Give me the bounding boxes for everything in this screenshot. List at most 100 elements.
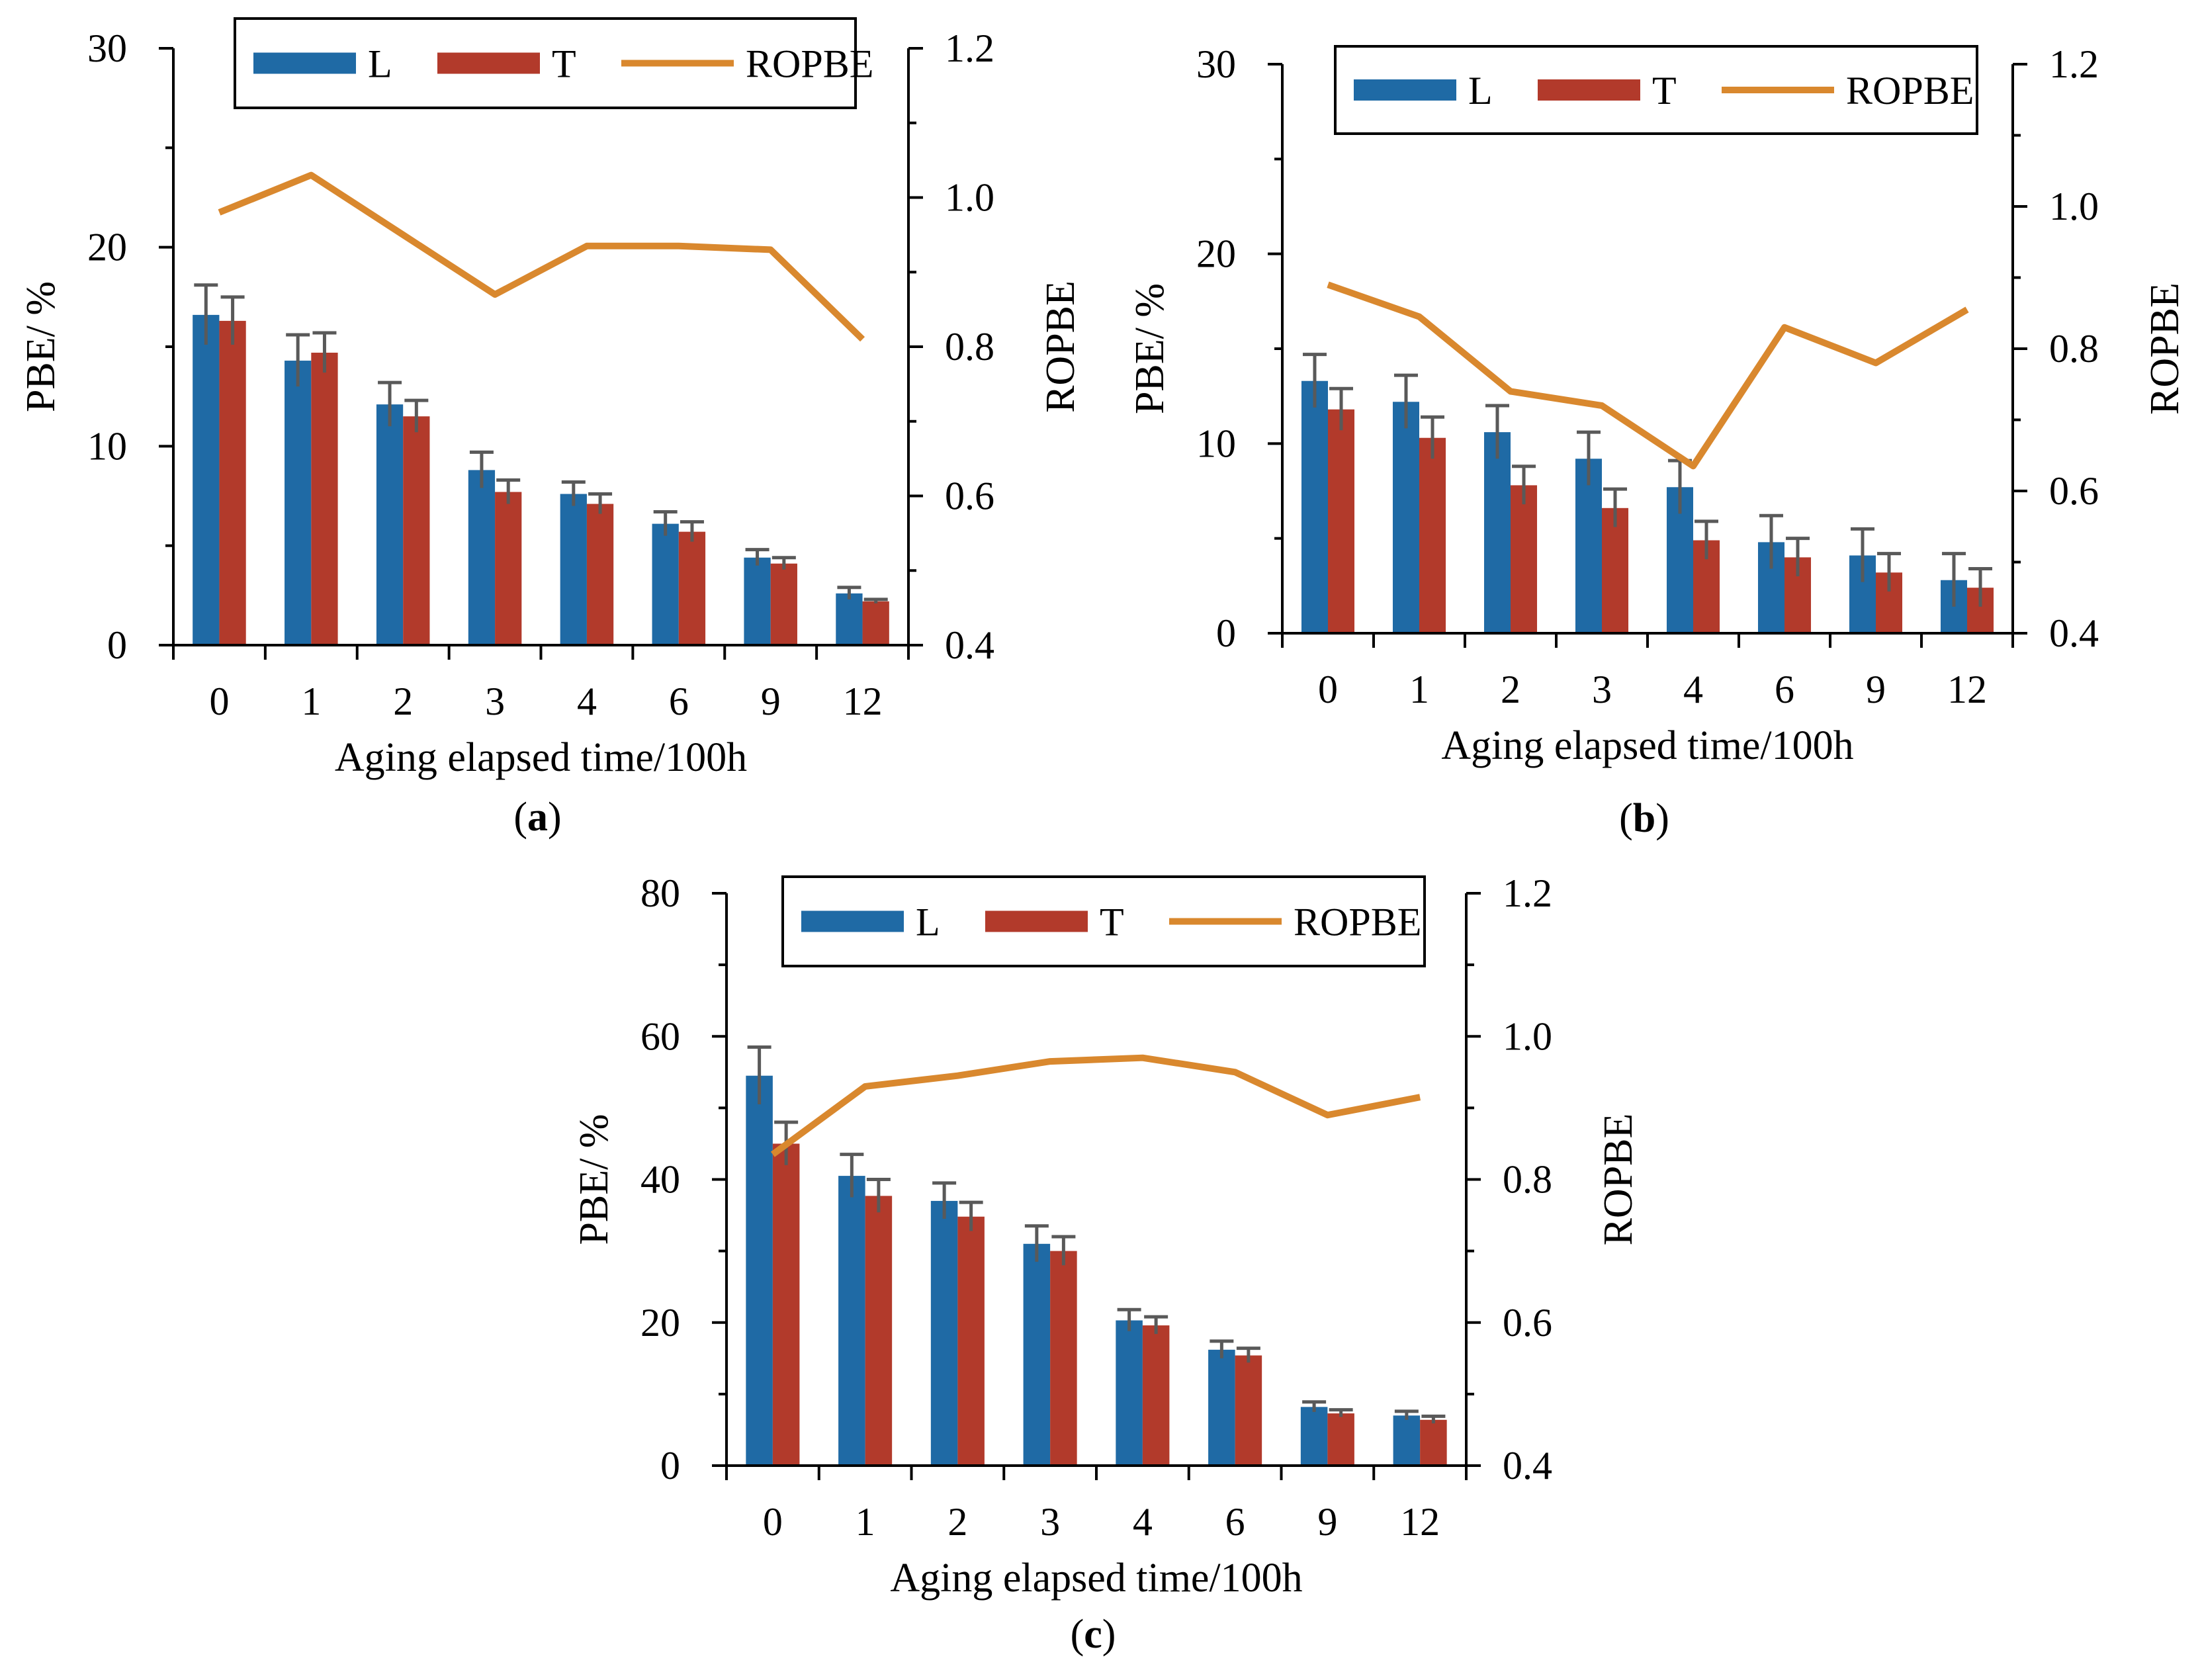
y-left-tick-label: 80 <box>640 871 680 915</box>
y-left-tick-label: 0 <box>107 623 127 667</box>
bar-L-12 <box>836 593 863 645</box>
legend-label-T: T <box>552 42 576 86</box>
bar-T-12 <box>1420 1419 1447 1466</box>
y-left-tick-label: 10 <box>1196 421 1236 465</box>
x-tick-label: 1 <box>856 1500 875 1544</box>
y-left-title: PBE/ % <box>19 281 64 412</box>
y-left-tick-label: 20 <box>87 226 127 269</box>
x-tick-label: 3 <box>485 680 505 723</box>
x-tick-label: 12 <box>1400 1500 1440 1544</box>
bar-L-1 <box>838 1176 865 1466</box>
y-right-tick-label: 0.8 <box>2049 327 2099 371</box>
x-tick-label: 2 <box>393 680 413 723</box>
bar-T-0 <box>772 1143 800 1466</box>
y-left-tick-label: 0 <box>660 1444 680 1487</box>
x-tick-label: 4 <box>1683 668 1703 711</box>
x-tick-label: 6 <box>1225 1500 1245 1544</box>
bar-L-6 <box>652 523 679 645</box>
legend: L T ROPBE <box>234 17 873 109</box>
x-axis-title: Aging elapsed time/100h <box>1441 723 1853 768</box>
y-right-title: ROPBE <box>1596 1114 1641 1246</box>
bar-T-6 <box>1235 1355 1262 1466</box>
y-left-tick-label: 10 <box>87 424 127 468</box>
y-right-tick-label: 1.0 <box>2049 185 2099 228</box>
y-left-tick-label: 0 <box>1216 611 1236 655</box>
legend-label-ROPBE: ROPBE <box>1846 69 1974 112</box>
ropbe-line <box>1327 281 1969 470</box>
x-axis-title: Aging elapsed time/100h <box>335 735 747 780</box>
y-right-tick-label: 1.2 <box>2049 42 2099 86</box>
x-tick-label: 4 <box>1133 1500 1153 1544</box>
bar-L-0 <box>193 314 220 645</box>
y-right-tick-label: 0.6 <box>945 474 994 518</box>
x-tick-label: 3 <box>1592 668 1612 711</box>
x-axis-title: Aging elapsed time/100h <box>890 1556 1302 1601</box>
bar-L-3 <box>468 470 496 645</box>
bar-T-12 <box>862 601 889 645</box>
y-right-tick-label: 0.8 <box>1503 1158 1552 1202</box>
y-left-tick-label: 20 <box>1196 232 1236 276</box>
legend-swatch-L <box>801 910 904 932</box>
panel-label: (a) <box>513 795 561 840</box>
legend-swatch-T <box>1538 79 1640 101</box>
y-left-tick-label: 30 <box>1196 42 1236 86</box>
x-tick-label: 2 <box>1501 668 1520 711</box>
legend-label-L: L <box>916 901 940 944</box>
x-tick-label: 9 <box>1317 1500 1337 1544</box>
y-right-tick-label: 1.2 <box>945 26 994 70</box>
y-right-title: ROPBE <box>1038 281 1083 413</box>
panel-letter: c <box>1084 1612 1102 1657</box>
legend-swatch-L <box>1354 79 1456 101</box>
y-right-tick-label: 0.4 <box>2049 611 2099 655</box>
y-left-tick-label: 20 <box>640 1301 680 1345</box>
panel-letter: a <box>527 795 548 840</box>
bar-T-9 <box>1327 1413 1354 1466</box>
bar-L-6 <box>1208 1349 1235 1466</box>
bar-T-6 <box>678 531 706 645</box>
bar-T-9 <box>770 563 797 645</box>
panel-label: (b) <box>1619 796 1669 841</box>
bar-T-0 <box>1328 409 1355 633</box>
x-tick-label: 6 <box>669 680 689 723</box>
y-right-title: ROPBE <box>2142 283 2187 415</box>
bar-L-2 <box>376 404 404 645</box>
legend: L T ROPBE <box>1334 45 1978 135</box>
bar-L-3 <box>1023 1243 1051 1466</box>
legend-label-ROPBE: ROPBE <box>1294 901 1421 944</box>
x-tick-label: 0 <box>1318 668 1338 711</box>
x-tick-label: 1 <box>301 680 321 723</box>
x-tick-label: 1 <box>1409 668 1429 711</box>
ropbe-line <box>770 1054 1421 1157</box>
legend-label-ROPBE: ROPBE <box>746 42 873 86</box>
bar-T-4 <box>1142 1325 1170 1466</box>
y-right-tick-label: 0.4 <box>945 623 994 667</box>
bar-L-4 <box>560 494 587 645</box>
bar-L-1 <box>1392 402 1419 633</box>
x-tick-label: 4 <box>577 680 597 723</box>
bar-T-2 <box>957 1216 985 1466</box>
bar-T-1 <box>311 353 338 645</box>
ropbe-line <box>218 171 865 342</box>
bar-L-0 <box>1301 380 1328 633</box>
y-right-tick-label: 0.6 <box>2049 469 2099 513</box>
y-left-title: PBE/ % <box>1127 283 1172 414</box>
legend-swatch-L <box>253 52 356 74</box>
bar-T-2 <box>403 416 430 645</box>
x-tick-label: 9 <box>761 680 781 723</box>
y-right-tick-label: 1.2 <box>1503 871 1552 915</box>
bar-T-4 <box>586 504 614 645</box>
bar-L-3 <box>1575 459 1602 633</box>
bar-L-2 <box>930 1200 958 1466</box>
legend-swatch-T <box>437 52 540 74</box>
bar-T-1 <box>865 1196 893 1466</box>
x-tick-label: 3 <box>1040 1500 1060 1544</box>
x-tick-label: 6 <box>1775 668 1794 711</box>
x-tick-label: 9 <box>1866 668 1886 711</box>
y-right-tick-label: 1.0 <box>945 176 994 220</box>
bar-L-9 <box>1300 1407 1328 1466</box>
legend: L T ROPBE <box>781 875 1426 967</box>
x-tick-label: 12 <box>843 680 883 723</box>
legend-label-T: T <box>1652 69 1677 112</box>
y-left-tick-label: 30 <box>87 26 127 70</box>
